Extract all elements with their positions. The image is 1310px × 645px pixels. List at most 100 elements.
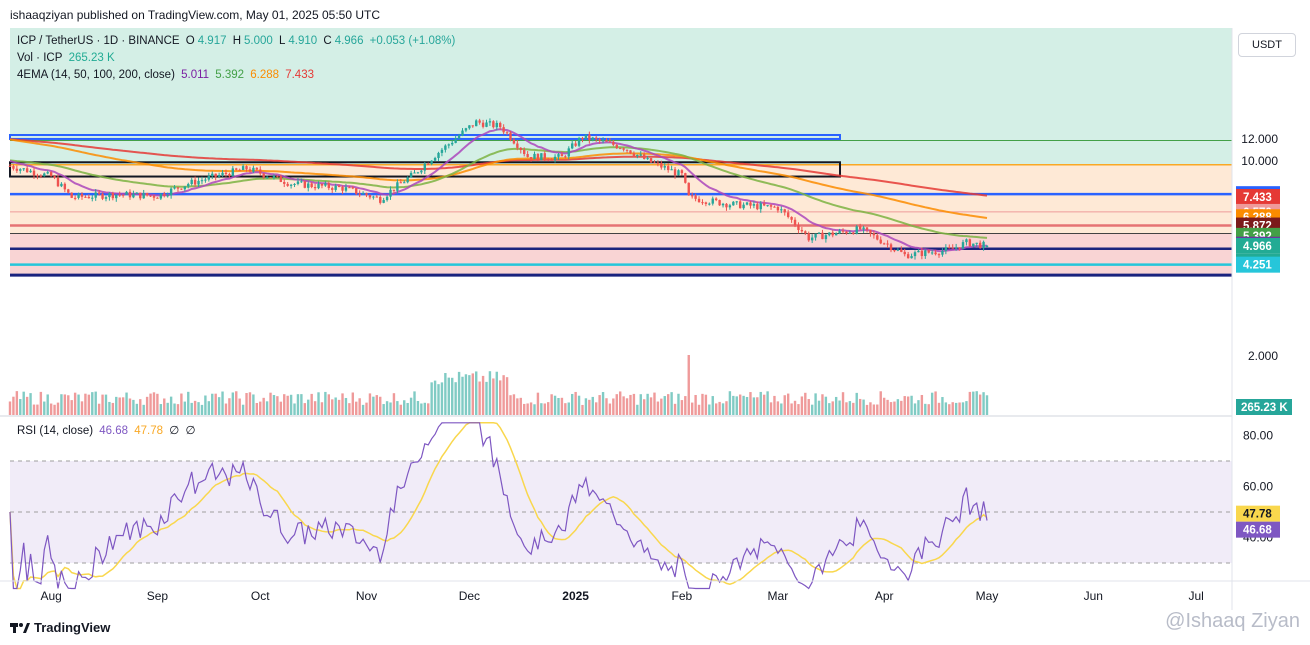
volume-bar [557, 398, 560, 415]
rsi-badge-label: 46.68 [1243, 525, 1272, 537]
volume-bar [73, 392, 77, 415]
candle-body [310, 183, 313, 188]
candle-body [228, 174, 231, 177]
volume-bar [221, 391, 224, 415]
candle-body [934, 252, 937, 255]
time-axis-label: Sep [147, 589, 169, 603]
volume-bar [663, 396, 666, 415]
candle-body [355, 188, 358, 194]
close-label: C [323, 35, 332, 47]
volume-bar [529, 402, 533, 415]
volume-bar [60, 394, 63, 415]
candle-body [12, 166, 15, 169]
volume-bar [838, 400, 841, 415]
tradingview-logo[interactable]: TradingView [10, 620, 110, 635]
candle-body [533, 153, 536, 160]
volume-bar [358, 398, 361, 415]
candle-body [49, 172, 53, 177]
candle-body [262, 173, 265, 178]
ema-label[interactable]: 4EMA (14, 50, 100, 200, close) [17, 69, 175, 81]
volume-bar [742, 395, 745, 415]
volume-bar [379, 396, 382, 415]
volume-bar [577, 395, 581, 415]
candle-body [564, 156, 567, 158]
candle-body [361, 193, 365, 195]
currency-button[interactable]: USDT [1238, 33, 1296, 57]
volume-bar [673, 403, 677, 415]
volume-bar [773, 395, 776, 415]
candle-body [817, 232, 821, 234]
candle-body [601, 140, 605, 142]
rsi-badge [1236, 505, 1280, 522]
volume-bar [300, 394, 303, 415]
candle-body [975, 242, 978, 244]
candle-body [557, 154, 560, 157]
volume-bar [413, 391, 416, 415]
volume-bar [656, 401, 660, 415]
candle-body [39, 175, 43, 177]
candle-body [639, 154, 642, 156]
candle-body [235, 168, 238, 170]
candle-body [677, 170, 680, 176]
candle-body [125, 191, 128, 195]
volume-bar [423, 402, 426, 415]
candle-body [139, 192, 142, 199]
volume-bar [36, 404, 39, 415]
volume-bar [204, 395, 207, 415]
candle-body [848, 232, 852, 234]
candle-body [29, 170, 32, 173]
volume-bar [368, 393, 372, 415]
candle-body [690, 195, 694, 197]
volume-bar [197, 402, 200, 415]
rsi-empty-1: ∅ [169, 425, 180, 437]
symbol-name[interactable]: ICP / TetherUS · 1D · BINANCE [17, 35, 180, 47]
candle-body [834, 233, 838, 236]
volume-bar [444, 373, 447, 415]
candle-body [313, 187, 317, 189]
candle-body [252, 167, 255, 172]
candle-body [944, 247, 948, 251]
candle-body [255, 167, 259, 170]
candle-body [238, 169, 241, 171]
candle-body [958, 247, 961, 249]
volume-bar [180, 393, 183, 415]
candle-body [128, 191, 132, 198]
candle-body [581, 138, 584, 140]
volume-bar [111, 402, 115, 415]
time-axis-label: Dec [459, 589, 480, 603]
rsi-label[interactable]: RSI (14, close) [17, 425, 94, 437]
high-label: H [232, 35, 241, 47]
candle-body [742, 204, 745, 209]
published-line: ishaaqziyan published on TradingView.com… [10, 8, 381, 22]
low-value: 4.910 [288, 35, 318, 47]
volume-bar [982, 392, 985, 415]
volume-bar [958, 402, 961, 415]
volume-bar [786, 393, 790, 415]
volume-bar [807, 399, 810, 415]
volume-bar [752, 397, 756, 415]
candle-body [420, 170, 423, 173]
volume-bar [245, 393, 248, 415]
candle-body [217, 175, 221, 177]
volume-bar [485, 381, 488, 415]
candle-body [697, 198, 701, 203]
volume-bar [56, 402, 60, 415]
candle-body [121, 194, 125, 196]
time-axis-label: Oct [251, 589, 270, 603]
volume-bar [84, 393, 87, 415]
volume-bar [286, 395, 289, 415]
candle-body [286, 183, 289, 186]
candle-body [269, 177, 272, 179]
volume-bar [721, 403, 725, 415]
volume-bar [63, 394, 67, 415]
candle-body [19, 169, 22, 171]
volume-bar [666, 394, 670, 415]
candle-body [910, 256, 913, 259]
volume-bar [382, 404, 385, 415]
candle-body [567, 148, 570, 157]
volume-bar [876, 404, 879, 415]
candle-body [766, 205, 769, 207]
volume-bar [882, 397, 886, 415]
rsi-tick-label: 80.00 [1243, 429, 1273, 443]
